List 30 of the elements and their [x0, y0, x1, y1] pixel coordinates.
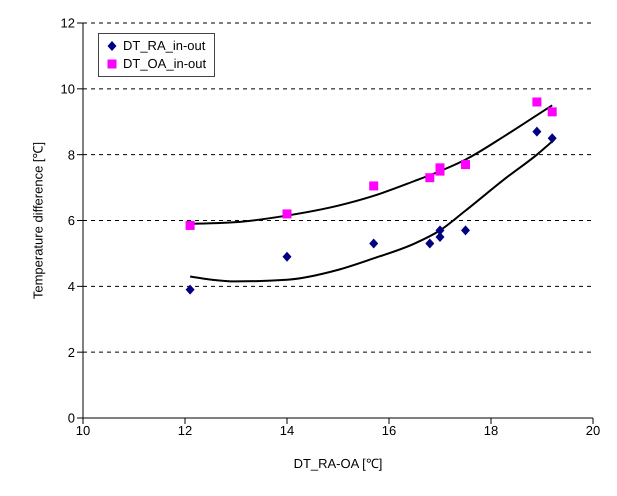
legend-label: DT_OA_in-out — [123, 55, 206, 73]
point — [369, 181, 378, 190]
point — [282, 209, 292, 218]
point — [369, 238, 378, 249]
y-tick-label: 4 — [68, 278, 75, 294]
y-tick-label: 0 — [68, 410, 75, 426]
point — [461, 160, 470, 170]
point — [532, 126, 542, 137]
point — [532, 98, 542, 106]
legend-label: DT_RA_in-out — [123, 37, 206, 55]
y-tick-label: 8 — [68, 147, 75, 162]
point — [548, 133, 557, 144]
y-tick-label: 6 — [68, 213, 75, 228]
point — [425, 173, 434, 182]
y-tick-label: 10 — [60, 81, 75, 96]
x-tick-label: 16 — [382, 423, 396, 438]
y-tick-label: 12 — [60, 16, 75, 31]
x-tick-label: 18 — [484, 423, 498, 438]
point — [461, 225, 470, 236]
y-axis-title: Temperature difference [℃] — [30, 142, 46, 300]
point — [425, 238, 434, 249]
y-tick-label: 2 — [68, 344, 75, 360]
point — [186, 220, 195, 230]
point — [548, 107, 557, 116]
x-tick-label: 14 — [280, 423, 294, 438]
x-tick-label: 12 — [178, 423, 192, 438]
x-tick-label: 20 — [586, 423, 600, 438]
x-axis-title: DT_RA-OA [℃] — [294, 456, 382, 471]
point — [282, 252, 292, 262]
point — [186, 284, 195, 295]
